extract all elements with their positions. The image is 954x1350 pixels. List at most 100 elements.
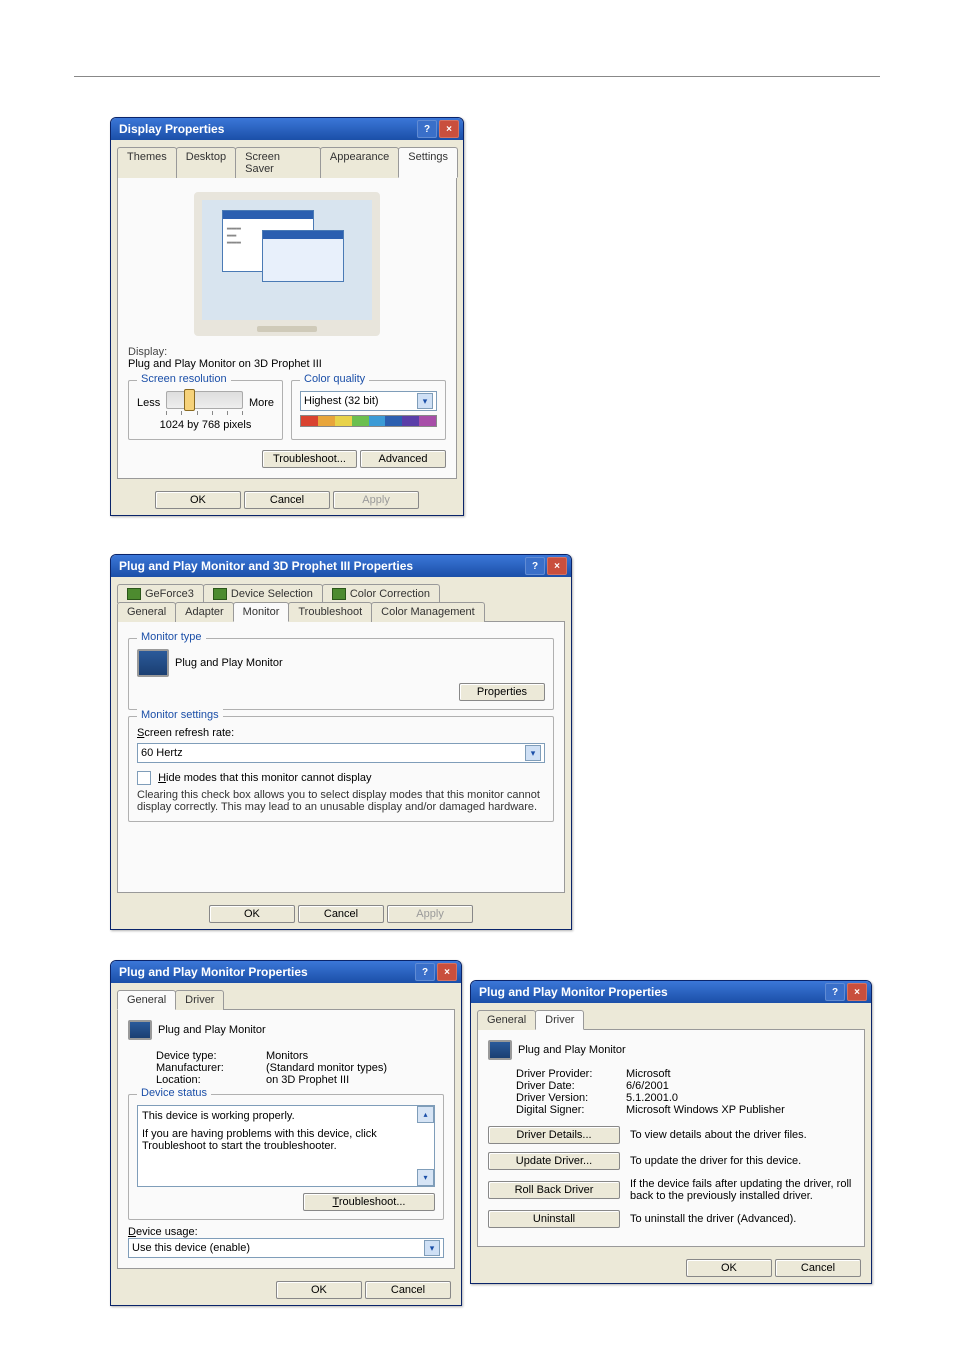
- refresh-rate-label: Screen refresh rate:: [137, 727, 545, 739]
- location-row: Location:on 3D Prophet III: [156, 1074, 444, 1086]
- tab-troubleshoot[interactable]: Troubleshoot: [288, 602, 372, 622]
- driver-date-row: Driver Date:6/6/2001: [516, 1080, 854, 1092]
- monitor-properties-button[interactable]: Properties: [459, 683, 545, 701]
- monitor-adapter-properties-dialog: Plug and Play Monitor and 3D Prophet III…: [110, 554, 572, 930]
- ok-button[interactable]: OK: [209, 905, 295, 923]
- cancel-button[interactable]: Cancel: [365, 1281, 451, 1299]
- monitor-properties-general-dialog: Plug and Play Monitor Properties ? × Gen…: [110, 960, 462, 1306]
- tab-driver[interactable]: Driver: [175, 990, 224, 1010]
- tab-adapter[interactable]: Adapter: [175, 602, 234, 622]
- monitor-type-legend: Monitor type: [137, 631, 206, 643]
- uninstallbutton[interactable]: Uninstall: [488, 1210, 620, 1228]
- ok-button[interactable]: OK: [686, 1259, 772, 1277]
- apply-button[interactable]: Apply: [387, 905, 473, 923]
- cancel-button[interactable]: Cancel: [775, 1259, 861, 1277]
- titlebar[interactable]: Plug and Play Monitor and 3D Prophet III…: [111, 555, 571, 577]
- nvidia-icon: [213, 588, 227, 600]
- close-icon[interactable]: ×: [439, 120, 459, 138]
- tab-desktop[interactable]: Desktop: [176, 147, 236, 178]
- window-title: Plug and Play Monitor and 3D Prophet III…: [115, 559, 523, 573]
- driver-details-button[interactable]: Driver Details...: [488, 1126, 620, 1144]
- driver-version-row: Driver Version:5.1.2001.0: [516, 1092, 854, 1104]
- hide-modes-checkbox-row[interactable]: Hide modes that this monitor cannot disp…: [137, 771, 545, 785]
- help-icon[interactable]: ?: [417, 120, 437, 138]
- apply-button[interactable]: Apply: [333, 491, 419, 509]
- tab-general[interactable]: General: [117, 990, 176, 1010]
- tab-appearance[interactable]: Appearance: [320, 147, 399, 178]
- manufacturer-row: Manufacturer:(Standard monitor types): [156, 1062, 444, 1074]
- monitor-icon: [137, 649, 169, 677]
- monitor-icon: [488, 1040, 512, 1060]
- button-description: To view details about the driver files.: [630, 1129, 854, 1141]
- cancel-button[interactable]: Cancel: [244, 491, 330, 509]
- close-icon[interactable]: ×: [437, 963, 457, 981]
- device-status-text: This device is working properly. If you …: [137, 1105, 435, 1187]
- display-label: Display:: [128, 346, 446, 358]
- monitor-name: Plug and Play Monitor: [518, 1044, 626, 1056]
- chevron-down-icon: ▾: [424, 1240, 440, 1256]
- tab-general[interactable]: General: [477, 1010, 536, 1030]
- chevron-down-icon: ▾: [417, 393, 433, 409]
- tabstrip: Themes Desktop Screen Saver Appearance S…: [117, 146, 457, 178]
- tab-device-selection[interactable]: Device Selection: [203, 584, 323, 603]
- device-usage-value: Use this device (enable): [132, 1242, 250, 1254]
- refresh-rate-select[interactable]: 60 Hertz ▾: [137, 743, 545, 763]
- color-quality-value: Highest (32 bit): [304, 395, 379, 407]
- scroll-down-icon[interactable]: ▾: [417, 1169, 434, 1186]
- help-icon[interactable]: ?: [415, 963, 435, 981]
- color-quality-select[interactable]: Highest (32 bit) ▾: [300, 391, 437, 411]
- display-value: Plug and Play Monitor on 3D Prophet III: [128, 358, 446, 370]
- monitor-properties-driver-dialog: Plug and Play Monitor Properties ? × Gen…: [470, 980, 872, 1284]
- window-title: Plug and Play Monitor Properties: [475, 985, 823, 999]
- tab-driver[interactable]: Driver: [535, 1010, 584, 1030]
- device-usage-select[interactable]: Use this device (enable) ▾: [128, 1238, 444, 1258]
- res-more-label: More: [249, 397, 274, 409]
- device-status-legend: Device status: [137, 1087, 211, 1099]
- ok-button[interactable]: OK: [276, 1281, 362, 1299]
- resolution-slider[interactable]: [166, 391, 243, 409]
- roll-back-driverbutton[interactable]: Roll Back Driver: [488, 1181, 620, 1199]
- tab-settings[interactable]: Settings: [398, 147, 458, 178]
- monitor-name: Plug and Play Monitor: [175, 657, 283, 669]
- titlebar[interactable]: Display Properties ? ×: [111, 118, 463, 140]
- tab-geforce3[interactable]: GeForce3: [117, 584, 204, 603]
- troubleshoot-button[interactable]: Troubleshoot...: [303, 1193, 435, 1211]
- resolution-value: 1024 by 768 pixels: [137, 419, 274, 431]
- close-icon[interactable]: ×: [547, 557, 567, 575]
- digital-signer-row: Digital Signer:Microsoft Windows XP Publ…: [516, 1104, 854, 1116]
- tab-screensaver[interactable]: Screen Saver: [235, 147, 321, 178]
- button-description: If the device fails after updating the d…: [630, 1178, 854, 1202]
- res-less-label: Less: [137, 397, 160, 409]
- monitor-preview: ▂▂▂▂▂▂▂▂: [194, 192, 380, 336]
- color-strip: [300, 415, 437, 427]
- close-icon[interactable]: ×: [847, 983, 867, 1001]
- color-quality-legend: Color quality: [300, 373, 369, 385]
- tab-monitor[interactable]: Monitor: [233, 602, 290, 622]
- hide-modes-checkbox[interactable]: [137, 771, 151, 785]
- ok-button[interactable]: OK: [155, 491, 241, 509]
- device-usage-label: Device usage:: [128, 1226, 444, 1238]
- monitor-icon: [128, 1020, 152, 1040]
- titlebar[interactable]: Plug and Play Monitor Properties ? ×: [471, 981, 871, 1003]
- cancel-button[interactable]: Cancel: [298, 905, 384, 923]
- troubleshoot-button[interactable]: Troubleshoot...: [262, 450, 357, 468]
- tab-general[interactable]: General: [117, 602, 176, 622]
- help-icon[interactable]: ?: [825, 983, 845, 1001]
- advanced-button[interactable]: Advanced: [360, 450, 446, 468]
- monitor-settings-legend: Monitor settings: [137, 709, 223, 721]
- hide-modes-label: Hide modes that this monitor cannot disp…: [158, 772, 371, 784]
- scroll-up-icon[interactable]: ▴: [417, 1106, 434, 1123]
- button-description: To update the driver for this device.: [630, 1155, 854, 1167]
- tab-color-correction[interactable]: Color Correction: [322, 584, 440, 603]
- window-title: Plug and Play Monitor Properties: [115, 965, 413, 979]
- monitor-name: Plug and Play Monitor: [158, 1024, 266, 1036]
- refresh-rate-value: 60 Hertz: [141, 747, 183, 759]
- hide-modes-description: Clearing this check box allows you to se…: [137, 789, 545, 813]
- tab-color-management[interactable]: Color Management: [371, 602, 485, 622]
- titlebar[interactable]: Plug and Play Monitor Properties ? ×: [111, 961, 461, 983]
- update-driver-button[interactable]: Update Driver...: [488, 1152, 620, 1170]
- button-description: To uninstall the driver (Advanced).: [630, 1213, 854, 1225]
- help-icon[interactable]: ?: [525, 557, 545, 575]
- nvidia-icon: [127, 588, 141, 600]
- tab-themes[interactable]: Themes: [117, 147, 177, 178]
